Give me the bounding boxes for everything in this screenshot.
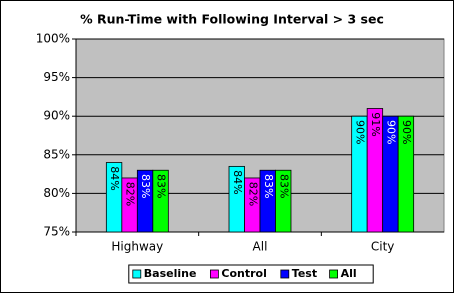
- data-label: 90%: [353, 120, 366, 144]
- data-label: 84%: [231, 170, 244, 194]
- legend-box: [128, 264, 374, 284]
- legend-swatch: [280, 269, 290, 279]
- legend-label: All: [341, 267, 357, 280]
- data-label: 90%: [400, 120, 413, 144]
- data-label: 82%: [246, 182, 259, 206]
- legend-label: Baseline: [144, 267, 197, 280]
- legend-label: Test: [292, 267, 317, 280]
- x-tick-label: Highway: [111, 240, 163, 254]
- y-tick-label: 90%: [43, 109, 70, 123]
- data-label: 83%: [155, 174, 168, 198]
- x-tick-label: City: [371, 240, 395, 254]
- legend-label: Control: [221, 267, 266, 280]
- data-label: 91%: [369, 112, 382, 136]
- data-label: 83%: [139, 174, 152, 198]
- chart-title: % Run-Time with Following Interval > 3 s…: [80, 12, 384, 27]
- y-tick-label: 80%: [43, 186, 70, 200]
- data-label: 84%: [108, 166, 121, 190]
- bar: [397, 115, 415, 233]
- data-label: 82%: [124, 182, 137, 206]
- legend: Baseline Control Test All: [128, 264, 374, 284]
- data-label: 83%: [262, 174, 275, 198]
- x-tick-label: All: [253, 240, 268, 254]
- data-label: 83%: [277, 174, 290, 198]
- legend-swatch: [132, 269, 142, 279]
- y-tick-label: 100%: [36, 32, 70, 46]
- legend-swatch: [209, 269, 219, 279]
- data-label: 90%: [384, 120, 397, 144]
- y-tick-label: 75%: [43, 225, 70, 239]
- y-tick-label: 85%: [43, 147, 70, 161]
- legend-swatch: [329, 269, 339, 279]
- y-tick-label: 95%: [43, 70, 70, 84]
- bar: [152, 169, 169, 233]
- bar: [275, 169, 292, 233]
